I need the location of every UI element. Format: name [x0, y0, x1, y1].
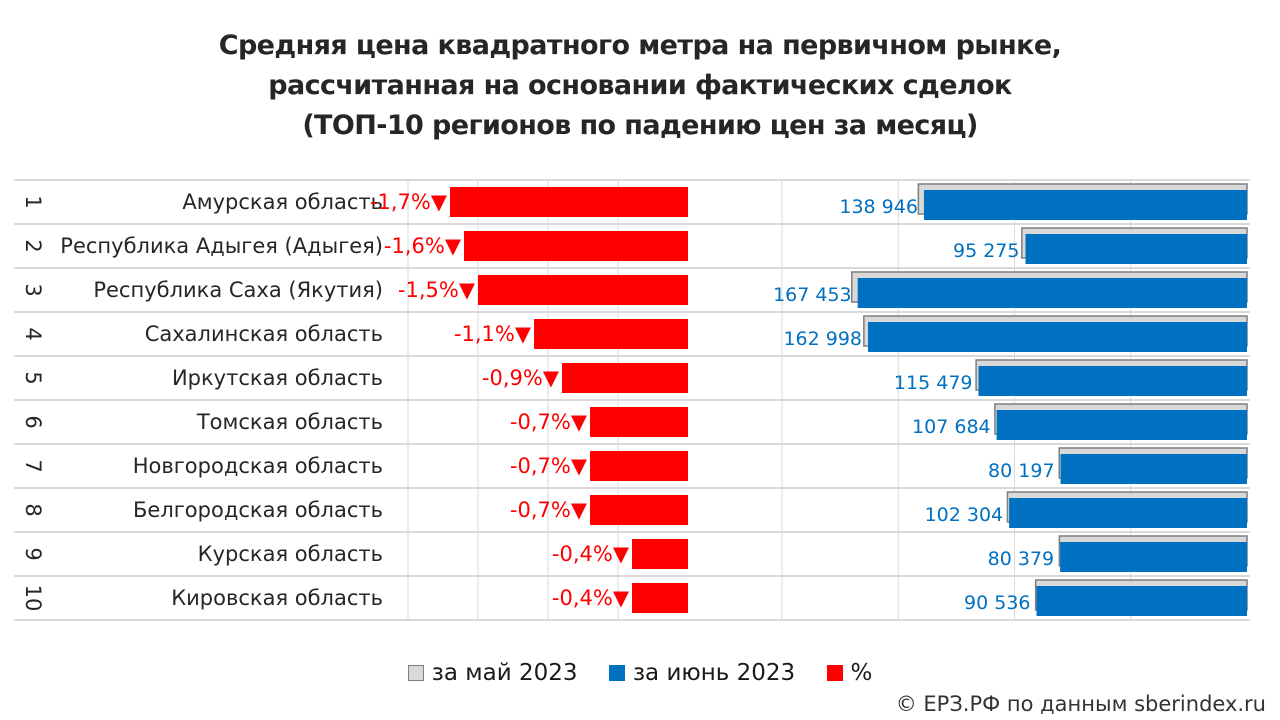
- june-value-label: 90 536: [964, 592, 1030, 614]
- pct-bar: [590, 407, 688, 437]
- pct-label: -1,1%▼: [454, 322, 532, 346]
- region-label: Сахалинская область: [145, 322, 383, 346]
- legend-item-may: за май 2023: [407, 660, 578, 686]
- legend-swatch-june: [608, 665, 625, 681]
- legend-swatch-pct: [826, 665, 843, 681]
- legend-item-june: за июнь 2023: [608, 660, 796, 686]
- region-label: Республика Саха (Якутия): [93, 278, 383, 302]
- pct-bar: [464, 231, 688, 261]
- region-label: Республика Адыгея (Адыгея): [60, 234, 383, 258]
- copyright-note: © ЕРЗ.РФ по данным sberindex.ru: [895, 692, 1266, 716]
- title-line-3: (ТОП-10 регионов по падению цен за месяц…: [302, 110, 978, 141]
- rank-label: 7: [21, 459, 45, 472]
- pct-label: -0,4%▼: [552, 542, 630, 566]
- legend-label-june: за июнь 2023: [632, 660, 796, 686]
- title-line-2: рассчитанная на основании фактических сд…: [268, 70, 1012, 101]
- rank-label: 9: [21, 547, 45, 560]
- pct-label: -0,7%▼: [510, 454, 588, 478]
- region-label: Кировская область: [171, 586, 383, 610]
- rank-label: 8: [21, 503, 45, 516]
- june-value-label: 95 275: [953, 240, 1019, 262]
- june-value-label: 138 946: [839, 196, 918, 218]
- legend: за май 2023 за июнь 2023 %: [0, 660, 1280, 687]
- june-value-label: 80 197: [988, 460, 1054, 482]
- title-line-1: Средняя цена квадратного метра на первич…: [218, 30, 1062, 61]
- legend-label-may: за май 2023: [431, 660, 578, 686]
- june-bar: [1009, 498, 1247, 528]
- region-label: Курская область: [198, 542, 383, 566]
- june-bar: [1060, 454, 1247, 484]
- june-bar: [996, 410, 1247, 440]
- pct-bar: [632, 539, 688, 569]
- june-value-label: 115 479: [894, 372, 973, 394]
- region-label: Новгородская область: [133, 454, 383, 478]
- chart-title: Средняя цена квадратного метра на первич…: [0, 26, 1280, 146]
- pct-bar: [450, 187, 688, 217]
- june-bar: [868, 322, 1247, 352]
- pct-bar: [562, 363, 688, 393]
- rank-label: 5: [21, 371, 45, 384]
- june-value-label: 107 684: [912, 416, 991, 438]
- pct-label: -1,7%▼: [370, 190, 448, 214]
- legend-item-pct: %: [826, 660, 873, 686]
- june-bar: [1036, 586, 1247, 616]
- rank-label: 2: [21, 239, 45, 252]
- june-value-label: 167 453: [773, 284, 852, 306]
- pct-label: -1,5%▼: [398, 278, 476, 302]
- region-label: Амурская область: [182, 190, 383, 214]
- legend-swatch-may: [407, 665, 424, 681]
- june-bar: [1060, 542, 1247, 572]
- pct-bar: [590, 495, 688, 525]
- region-label: Иркутская область: [172, 366, 383, 390]
- june-bar: [923, 190, 1247, 220]
- rank-label: 1: [21, 195, 45, 208]
- pct-label: -1,6%▼: [384, 234, 462, 258]
- pct-label: -0,7%▼: [510, 498, 588, 522]
- june-value-label: 102 304: [925, 504, 1004, 526]
- pct-bar: [590, 451, 688, 481]
- rank-label: 6: [21, 415, 45, 428]
- pct-label: -0,4%▼: [552, 586, 630, 610]
- june-value-label: 80 379: [988, 548, 1054, 570]
- june-value-label: 162 998: [783, 328, 862, 350]
- pct-bar: [534, 319, 688, 349]
- rank-label: 10: [21, 585, 45, 612]
- pct-label: -0,7%▼: [510, 410, 588, 434]
- rank-label: 4: [21, 327, 45, 340]
- pct-label: -0,9%▼: [482, 366, 560, 390]
- june-bar: [978, 366, 1247, 396]
- june-bar: [1025, 234, 1247, 264]
- pct-bar: [478, 275, 688, 305]
- region-label: Белгородская область: [133, 498, 383, 522]
- legend-label-pct: %: [850, 660, 873, 686]
- region-label: Томская область: [196, 410, 383, 434]
- pct-bar: [632, 583, 688, 613]
- rank-label: 3: [21, 283, 45, 296]
- june-bar: [857, 278, 1247, 308]
